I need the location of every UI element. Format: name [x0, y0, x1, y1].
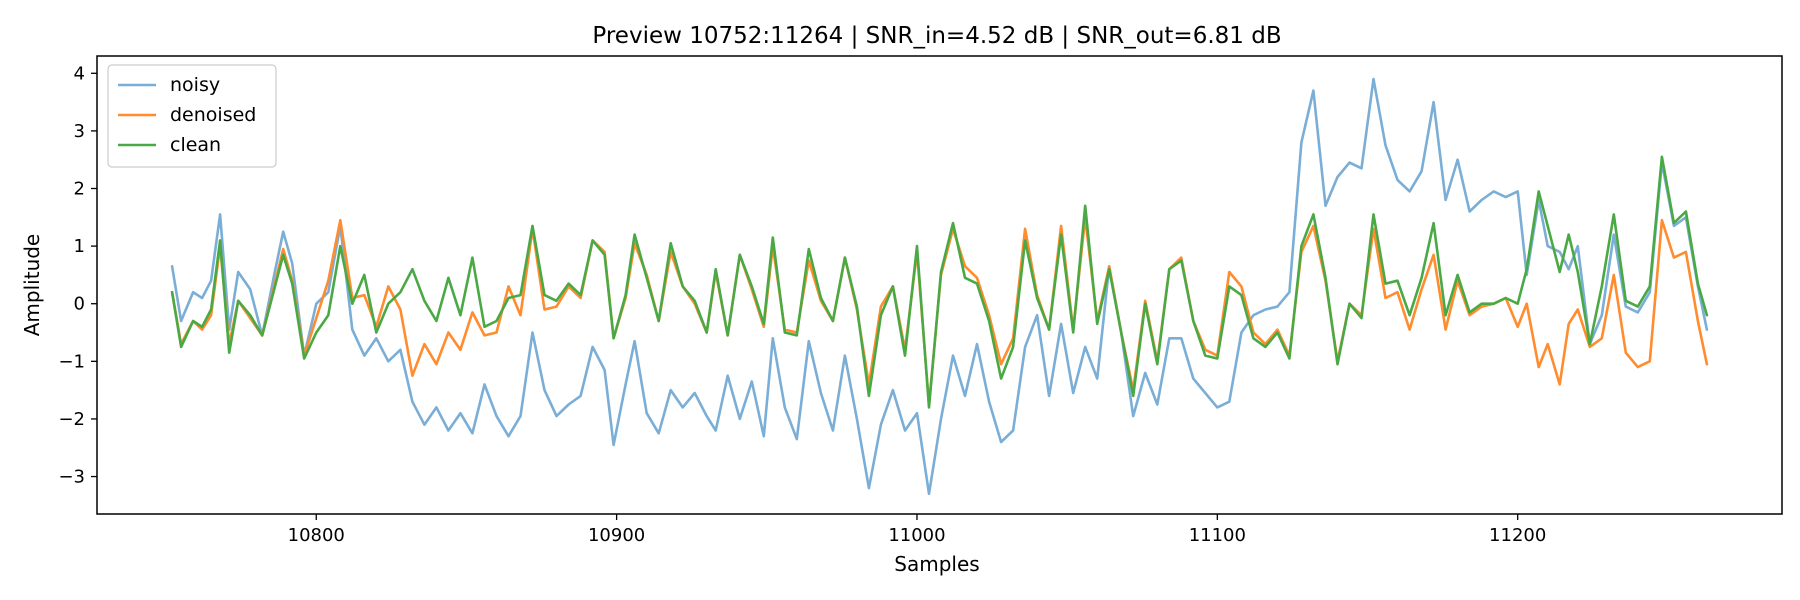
legend-label-denoised: denoised	[170, 104, 256, 126]
legend-box	[107, 64, 277, 168]
series-line-clean	[170, 155, 1709, 409]
y-tick-label: −1	[58, 351, 85, 372]
y-tick-label: 3	[74, 121, 85, 142]
legend: noisy denoised clean	[107, 64, 277, 168]
y-tick-label: −2	[58, 409, 85, 430]
legend-label-clean: clean	[170, 134, 221, 156]
x-axis-title: Samples	[894, 552, 979, 576]
chart-title: Preview 10752:11264 | SNR_in=4.52 dB | S…	[592, 23, 1281, 49]
x-axis: 10800 10900 11000 11100 11200	[288, 514, 1546, 546]
y-tick-label: 4	[74, 63, 85, 84]
x-tick-label: 11000	[888, 525, 945, 546]
plot-frame	[96, 55, 1783, 515]
y-axis-title: Amplitude	[20, 234, 44, 337]
series-line-noisy	[170, 77, 1709, 496]
x-tick-label: 11200	[1489, 525, 1546, 546]
x-tick-label: 10800	[288, 525, 345, 546]
y-tick-label: 0	[74, 294, 85, 315]
y-tick-label: 1	[74, 236, 85, 257]
x-tick-label: 10900	[588, 525, 645, 546]
y-axis: −3 −2 −1 0 1 2 3 4	[58, 63, 97, 488]
y-tick-label: 2	[74, 179, 85, 200]
series-layer	[170, 77, 1709, 496]
y-tick-label: −3	[58, 467, 85, 488]
legend-label-noisy: noisy	[170, 74, 220, 96]
x-tick-label: 11100	[1189, 525, 1246, 546]
